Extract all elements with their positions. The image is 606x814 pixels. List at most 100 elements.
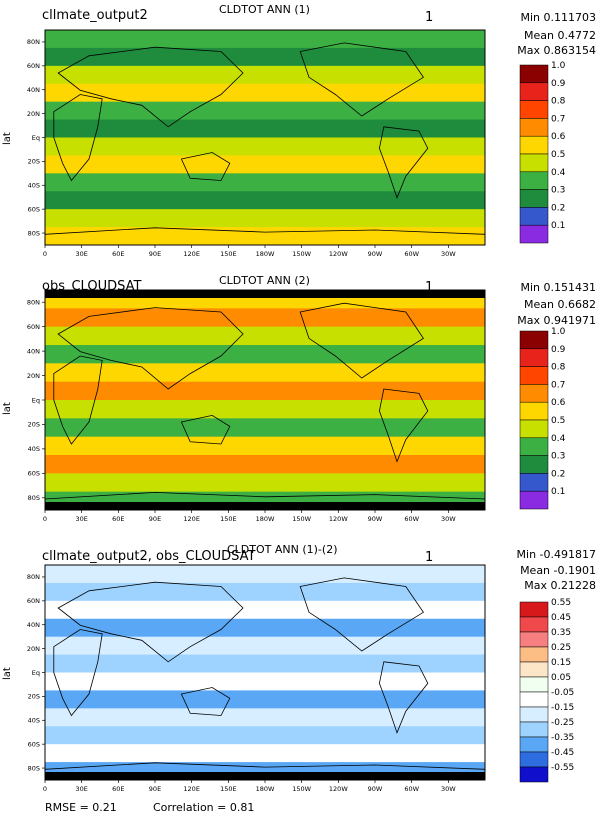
colorbar-label: 0.8 bbox=[551, 363, 566, 373]
y-tick-label: 40N bbox=[27, 621, 40, 629]
x-tick-label: 30W bbox=[441, 785, 456, 793]
y-axis-title: lat bbox=[2, 402, 13, 415]
y-axis-title: lat bbox=[2, 667, 13, 680]
y-tick-label: 60S bbox=[28, 470, 40, 478]
map-field bbox=[45, 290, 485, 511]
field-band bbox=[45, 326, 485, 346]
y-tick-label: 20S bbox=[28, 693, 40, 701]
y-tick-label: 40N bbox=[27, 86, 40, 94]
colorbar-swatch bbox=[519, 736, 549, 753]
coastline bbox=[57, 46, 244, 128]
coastline bbox=[57, 581, 244, 663]
coastline bbox=[378, 661, 429, 734]
colorbar-swatch bbox=[519, 766, 549, 783]
x-tick-label: 150E bbox=[220, 250, 237, 258]
field-band bbox=[45, 173, 485, 192]
field-band bbox=[45, 83, 485, 103]
y-tick-label: 20S bbox=[28, 158, 40, 166]
x-tick-label: 60E bbox=[112, 250, 124, 258]
y-tick-label: 40S bbox=[28, 182, 40, 190]
x-tick-label: 90E bbox=[149, 250, 161, 258]
x-tick-label: 0 bbox=[43, 515, 47, 523]
stat-mean: Mean 0.6682 bbox=[524, 298, 596, 311]
colorbar-label: 0.15 bbox=[551, 658, 571, 668]
colorbar-swatch bbox=[519, 676, 549, 693]
y-axis-title: lat bbox=[2, 132, 13, 145]
x-tick-label: 30W bbox=[441, 250, 456, 258]
variable-title: CLDTOT ANN (1)-(2) bbox=[227, 543, 338, 556]
coastline bbox=[53, 629, 103, 717]
colorbar-swatch bbox=[519, 64, 549, 84]
y-tick-label: 60N bbox=[27, 597, 40, 605]
colorbar-label: 0.2 bbox=[551, 469, 565, 479]
colorbar-label: 0.4 bbox=[551, 434, 566, 444]
colorbar-label: 0.1 bbox=[551, 487, 565, 497]
y-tick-label: 20N bbox=[27, 372, 40, 380]
colorbar-swatch bbox=[519, 455, 549, 474]
y-tick-label: 80S bbox=[28, 494, 40, 502]
x-tick-label: 60W bbox=[404, 515, 419, 523]
colorbar-swatch bbox=[519, 189, 549, 208]
x-tick-label: 150W bbox=[292, 785, 311, 793]
field-band bbox=[45, 744, 485, 763]
field-band bbox=[45, 582, 485, 602]
x-tick-label: 90E bbox=[149, 515, 161, 523]
x-tick-label: 30E bbox=[75, 785, 87, 793]
colorbar-swatch bbox=[519, 751, 549, 768]
y-tick-label: 20N bbox=[27, 645, 40, 653]
field-band bbox=[45, 227, 485, 246]
map-panel-1: 80N 60N 40N 20N Eq 20S 40S 60S 80S 0 30E 60E 90E 120E… bbox=[27, 29, 566, 258]
x-tick-label: 90W bbox=[368, 250, 383, 258]
panel-observation: 80N 60N 40N 20N Eq 20S 40S 60S 80S 0 30E 60E 90E 120E… bbox=[0, 270, 606, 540]
colorbar-label: 0.1 bbox=[551, 221, 565, 231]
x-tick-label: 150W bbox=[292, 250, 311, 258]
colorbar-label: -0.35 bbox=[551, 733, 574, 743]
colorbar-label: 0.6 bbox=[551, 132, 566, 142]
x-tick-label: 150W bbox=[292, 515, 311, 523]
coastline bbox=[180, 152, 231, 181]
missing-data-band bbox=[45, 502, 485, 510]
coastline bbox=[53, 355, 103, 445]
field-band bbox=[45, 565, 485, 584]
colorbar-label: 0.4 bbox=[551, 168, 566, 178]
coastline bbox=[378, 126, 429, 199]
x-tick-label: 60E bbox=[112, 785, 124, 793]
stat-max: Max 0.863154 bbox=[517, 44, 596, 57]
field-band bbox=[45, 65, 485, 85]
field-band bbox=[45, 30, 485, 49]
field-band bbox=[45, 191, 485, 210]
x-tick-label: 180W bbox=[256, 785, 275, 793]
colorbar-label: 0.6 bbox=[551, 398, 566, 408]
y-tick-label: 60N bbox=[27, 62, 40, 70]
stat-mean: Mean 0.4772 bbox=[524, 29, 596, 42]
field-band bbox=[45, 690, 485, 709]
x-tick-label: 30E bbox=[75, 515, 87, 523]
coastline bbox=[299, 42, 424, 117]
x-tick-label: 60W bbox=[404, 250, 419, 258]
colorbar-label: 0.9 bbox=[551, 79, 566, 89]
coastlines bbox=[44, 577, 486, 781]
x-tick-label: 150E bbox=[220, 515, 237, 523]
y-tick-label: 80N bbox=[27, 299, 40, 307]
y-tick-label: 80N bbox=[27, 573, 40, 581]
colorbar-swatch bbox=[519, 366, 549, 385]
colorbar-label: 0.8 bbox=[551, 97, 566, 107]
panel-model: 80N 60N 40N 20N Eq 20S 40S 60S 80S 0 30E 60E 90E 120E… bbox=[0, 0, 606, 270]
x-tick-label: 0 bbox=[43, 250, 47, 258]
stat-min: Min -0.491817 bbox=[516, 548, 596, 561]
case-name: cllmate_output2, obs_CLOUDSAT bbox=[42, 549, 256, 564]
colorbar-swatch bbox=[519, 631, 549, 648]
y-tick-label: 40S bbox=[28, 445, 40, 453]
colorbar-swatch bbox=[519, 706, 549, 723]
colorbar-swatch bbox=[519, 691, 549, 708]
y-tick-label: 60S bbox=[28, 740, 40, 748]
colorbar-label: 0.5 bbox=[551, 416, 565, 426]
correlation-label: Correlation = 0.81 bbox=[153, 801, 255, 814]
x-tick-label: 180W bbox=[256, 515, 275, 523]
colorbar-swatch bbox=[519, 171, 549, 190]
colorbar-label: -0.15 bbox=[551, 703, 574, 713]
coastline bbox=[180, 414, 231, 445]
field-band bbox=[45, 400, 485, 419]
colorbar-swatch bbox=[519, 661, 549, 678]
y-tick-label: 20N bbox=[27, 110, 40, 118]
